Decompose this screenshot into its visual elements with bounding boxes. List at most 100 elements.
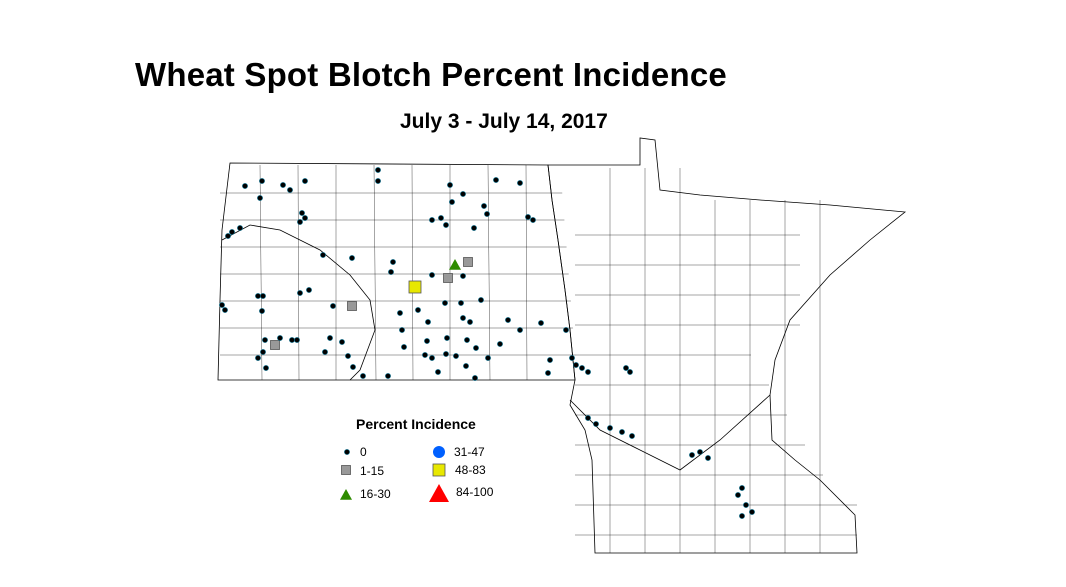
survey-site-marker xyxy=(401,344,407,350)
survey-site-marker xyxy=(425,319,431,325)
survey-site-marker xyxy=(408,280,422,294)
survey-site-marker xyxy=(743,502,749,508)
survey-site-marker xyxy=(385,373,391,379)
survey-site-marker xyxy=(443,222,449,228)
survey-site-marker xyxy=(449,199,455,205)
survey-site-marker xyxy=(464,337,470,343)
survey-site-marker xyxy=(429,355,435,361)
survey-site-marker xyxy=(219,302,225,308)
survey-site-marker xyxy=(689,452,695,458)
legend-title: Percent Incidence xyxy=(356,416,476,432)
survey-site-marker xyxy=(705,455,711,461)
survey-site-marker xyxy=(697,449,703,455)
survey-site-marker xyxy=(517,180,523,186)
legend-label-1-15: 1-15 xyxy=(360,464,385,478)
survey-site-marker xyxy=(415,307,421,313)
survey-site-marker xyxy=(447,182,453,188)
survey-site-marker xyxy=(297,290,303,296)
survey-site-marker xyxy=(629,433,635,439)
survey-site-marker xyxy=(320,252,326,258)
minnesota-outline xyxy=(547,137,907,554)
survey-site-marker xyxy=(375,167,381,173)
survey-site-marker xyxy=(259,308,265,314)
survey-site-marker xyxy=(399,327,405,333)
county-boundary xyxy=(525,164,528,381)
survey-site-marker xyxy=(443,273,453,283)
survey-site-marker xyxy=(299,210,305,216)
survey-site-marker xyxy=(237,225,243,231)
survey-site-marker xyxy=(345,353,351,359)
survey-site-marker xyxy=(260,349,266,355)
map-subtitle: July 3 - July 14, 2017 xyxy=(400,110,608,133)
survey-site-marker xyxy=(593,421,599,427)
legend-symbol-31-47 xyxy=(433,446,445,458)
survey-site-marker xyxy=(460,273,466,279)
survey-site-marker xyxy=(322,349,328,355)
survey-site-marker xyxy=(467,319,473,325)
survey-site-marker xyxy=(749,509,755,515)
survey-site-marker xyxy=(339,339,345,345)
survey-site-marker xyxy=(739,485,745,491)
survey-site-marker xyxy=(493,177,499,183)
survey-site-marker xyxy=(229,229,235,235)
survey-site-marker xyxy=(280,182,286,188)
survey-site-marker xyxy=(360,373,366,379)
survey-site-marker xyxy=(484,211,490,217)
survey-site-marker xyxy=(438,215,444,221)
survey-site-marker xyxy=(525,214,531,220)
survey-site-marker xyxy=(505,317,511,323)
survey-site-marker xyxy=(463,257,473,267)
survey-site-marker xyxy=(443,351,449,357)
survey-site-marker xyxy=(347,301,357,311)
survey-site-marker xyxy=(225,233,231,239)
map-title: Wheat Spot Blotch Percent Incidence xyxy=(135,56,727,93)
legend-label-48-83: 48-83 xyxy=(455,463,486,477)
county-boundary xyxy=(297,164,300,381)
survey-site-marker xyxy=(460,315,466,321)
survey-site-marker xyxy=(260,293,266,299)
survey-site-marker xyxy=(623,365,629,371)
survey-site-marker xyxy=(350,364,356,370)
missouri-river xyxy=(221,224,376,381)
survey-site-marker xyxy=(390,259,396,265)
survey-site-marker xyxy=(429,217,435,223)
survey-site-marker xyxy=(573,362,579,368)
survey-site-marker xyxy=(259,178,265,184)
survey-site-marker xyxy=(627,369,633,375)
survey-site-marker xyxy=(449,259,461,270)
survey-site-marker xyxy=(538,320,544,326)
survey-site-marker xyxy=(569,355,575,361)
survey-site-marker xyxy=(397,310,403,316)
survey-site-marker xyxy=(375,178,381,184)
survey-site-marker xyxy=(478,297,484,303)
survey-site-marker xyxy=(485,355,491,361)
survey-site-marker xyxy=(619,429,625,435)
survey-site-marker xyxy=(302,215,308,221)
county-boundary xyxy=(411,164,414,381)
county-boundary xyxy=(487,164,491,381)
survey-site-marker xyxy=(277,335,283,341)
survey-site-marker xyxy=(388,269,394,275)
survey-site-marker xyxy=(349,255,355,261)
survey-site-marker xyxy=(429,272,435,278)
survey-site-marker xyxy=(530,217,536,223)
legend-symbol-1-15 xyxy=(341,465,351,475)
survey-site-marker xyxy=(735,492,741,498)
survey-site-marker xyxy=(257,195,263,201)
survey-site-marker xyxy=(585,415,591,421)
survey-site-marker xyxy=(262,337,268,343)
survey-site-marker xyxy=(458,300,464,306)
survey-site-marker xyxy=(460,191,466,197)
survey-site-marker xyxy=(263,365,269,371)
survey-site-marker xyxy=(585,369,591,375)
survey-site-marker xyxy=(545,370,551,376)
legend-symbol-16-30 xyxy=(340,489,352,500)
survey-site-marker xyxy=(294,337,300,343)
survey-site-marker xyxy=(435,369,441,375)
survey-site-marker xyxy=(242,183,248,189)
survey-site-marker xyxy=(422,352,428,358)
legend-symbol-0 xyxy=(344,449,350,455)
survey-site-marker xyxy=(424,338,430,344)
survey-site-marker xyxy=(472,375,478,381)
